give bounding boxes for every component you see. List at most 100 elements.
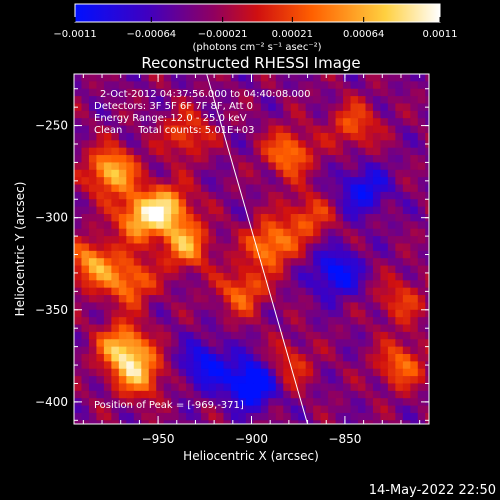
heatmap-cell (74, 243, 82, 252)
heatmap-cell (223, 147, 232, 156)
heatmap-cell (201, 177, 210, 186)
heatmap-cell (253, 206, 262, 215)
heatmap-cell (201, 184, 210, 193)
heatmap-cell (387, 250, 396, 259)
heatmap-cell (171, 162, 180, 171)
heatmap-cell (380, 280, 389, 289)
heatmap-cell (335, 236, 344, 244)
heatmap-cell (103, 361, 112, 370)
heatmap-cell (111, 390, 120, 399)
heatmap-cell (313, 155, 322, 163)
heatmap-cell (387, 155, 396, 163)
heatmap-cell (178, 162, 187, 171)
heatmap-cell (238, 88, 247, 97)
heatmap-cell (245, 376, 254, 384)
heatmap-cell (260, 169, 269, 178)
heatmap-cell (193, 96, 202, 104)
heatmap-cell (395, 199, 404, 208)
heatmap-cell (223, 103, 232, 112)
heatmap-cell (111, 88, 120, 97)
heatmap-cell (328, 155, 337, 163)
heatmap-cell (275, 309, 284, 318)
heatmap-cell (260, 405, 269, 414)
heatmap-cell (96, 265, 105, 274)
heatmap-cell (283, 125, 292, 134)
heatmap-cell (216, 177, 224, 186)
heatmap-cell (118, 324, 127, 333)
heatmap-cell (328, 287, 337, 296)
heatmap-cell (343, 331, 352, 340)
heatmap-cell (230, 295, 239, 303)
heatmap-cell (268, 228, 277, 237)
heatmap-cell (358, 361, 366, 370)
heatmap-cell (186, 110, 195, 119)
heatmap-cell (88, 88, 97, 97)
heatmap-cell (216, 272, 224, 281)
heatmap-cell (328, 147, 337, 156)
heatmap-cell (208, 405, 217, 414)
heatmap-cell (253, 191, 262, 200)
heatmap-cell (372, 236, 381, 244)
heatmap-cell (74, 155, 82, 163)
heatmap-cell (88, 132, 97, 141)
heatmap-cell (171, 346, 180, 355)
heatmap-cell (208, 221, 217, 230)
heatmap-cell (335, 169, 344, 178)
heatmap-cell (88, 125, 97, 134)
colorbar-tick-label: 0.0011 (423, 29, 458, 40)
heatmap-cell (410, 361, 419, 370)
heatmap-cell (216, 184, 224, 193)
heatmap-cell (260, 280, 269, 289)
heatmap-cell (216, 287, 224, 296)
heatmap-cell (141, 214, 150, 222)
heatmap-cell (298, 140, 307, 149)
heatmap-cell (156, 280, 165, 289)
heatmap-cell (111, 412, 120, 421)
heatmap-cell (320, 110, 329, 119)
heatmap-cell (163, 74, 172, 82)
heatmap-cell (96, 221, 105, 230)
heatmap-cell (298, 169, 307, 178)
heatmap-cell (425, 88, 429, 97)
heatmap-cell (74, 206, 82, 215)
heatmap-cell (74, 221, 82, 230)
heatmap-cell (171, 177, 180, 186)
heatmap-cell (283, 331, 292, 340)
heatmap-cell (111, 339, 120, 348)
heatmap-cell (365, 103, 374, 112)
heatmap-cell (245, 398, 254, 407)
heatmap-cell (186, 302, 195, 311)
heatmap-cell (260, 162, 269, 171)
heatmap-cell (208, 309, 217, 318)
heatmap-cell (372, 81, 381, 90)
heatmap-cell (268, 250, 277, 259)
heatmap-cell (171, 155, 180, 163)
heatmap-cell (148, 199, 157, 208)
heatmap-cell (193, 214, 202, 222)
heatmap-cell (245, 74, 254, 82)
heatmap-cell (328, 96, 337, 104)
heatmap-cell (365, 361, 374, 370)
heatmap-cell (178, 214, 187, 222)
heatmap-cell (387, 81, 396, 90)
heatmap-cell (350, 295, 359, 303)
heatmap-cell (298, 339, 307, 348)
heatmap-cell (380, 162, 389, 171)
heatmap-cell (216, 162, 224, 171)
heatmap-cell (417, 243, 426, 252)
heatmap-cell (223, 390, 232, 399)
heatmap-cell (410, 81, 419, 90)
heatmap-cell (328, 412, 337, 421)
heatmap-cell (313, 177, 322, 186)
heatmap-cell (81, 125, 90, 134)
heatmap-cell (275, 412, 284, 421)
heatmap-cell (88, 280, 97, 289)
heatmap-cell (343, 214, 352, 222)
heatmap-cell (148, 88, 157, 97)
heatmap-cell (81, 228, 90, 237)
heatmap-cell (268, 221, 277, 230)
heatmap-cell (328, 214, 337, 222)
heatmap-cell (156, 96, 165, 104)
heatmap-cell (283, 110, 292, 119)
heatmap-cell (372, 295, 381, 303)
